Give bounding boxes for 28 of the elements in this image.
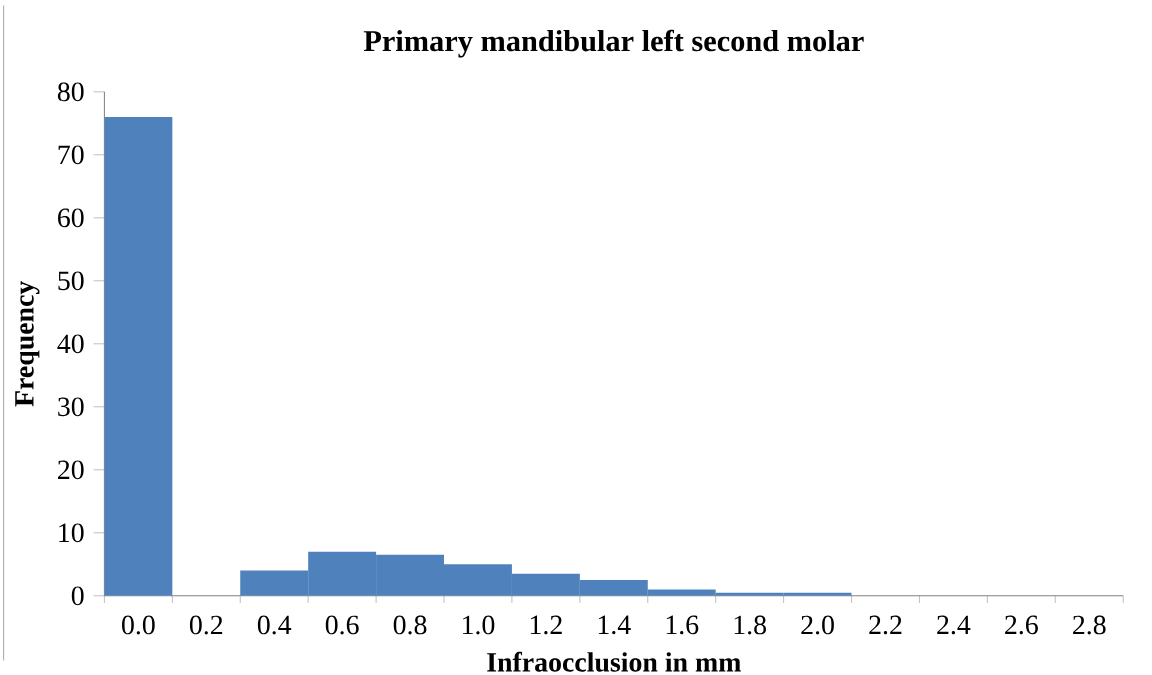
x-tick-label: 1.8 <box>734 615 766 635</box>
bar <box>104 117 173 596</box>
x-tick-label: 0.8 <box>393 615 427 635</box>
x-tick-label: 2.6 <box>1005 615 1038 635</box>
y-tick-label: 20 <box>58 460 84 480</box>
x-tick-label: 1.0 <box>463 615 495 635</box>
x-tick-label: 2.2 <box>869 615 902 635</box>
y-tick-label: 10 <box>59 523 84 543</box>
y-axis-title: Frequency <box>15 280 40 407</box>
x-tick-label: 2.8 <box>1073 615 1106 635</box>
x-tick-label: 0.4 <box>257 615 292 635</box>
x-axis-title: Infraocclusion in mm <box>487 651 741 672</box>
x-tick-label: 0.0 <box>122 615 155 635</box>
y-tick-label: 50 <box>58 271 84 291</box>
y-tick-label: 40 <box>57 334 84 354</box>
y-tick-label: 0 <box>71 586 84 606</box>
x-tick-label: 2.4 <box>937 615 971 635</box>
y-tick-label: 60 <box>58 208 84 228</box>
x-tick-label: 2.0 <box>801 615 834 635</box>
x-tick-label: 0.6 <box>325 615 359 635</box>
x-tick-label: 1.6 <box>666 615 699 635</box>
x-tick-label: 0.2 <box>189 615 223 635</box>
x-tick-label: 1.2 <box>530 615 562 635</box>
y-tick-label: 80 <box>57 82 84 102</box>
y-tick-label: 30 <box>58 397 84 417</box>
y-tick-label: 70 <box>58 145 84 165</box>
chart-title: Primary mandibular left second molar <box>363 29 864 58</box>
x-tick-label: 1.4 <box>598 615 631 635</box>
